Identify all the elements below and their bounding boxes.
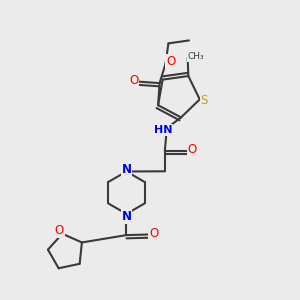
Text: S: S — [201, 94, 208, 107]
Text: O: O — [188, 143, 197, 156]
Text: HN: HN — [154, 125, 172, 135]
Text: O: O — [129, 74, 138, 87]
Text: N: N — [122, 210, 131, 223]
Text: CH₃: CH₃ — [188, 52, 204, 61]
Text: O: O — [55, 224, 64, 237]
Text: O: O — [166, 55, 176, 68]
Text: N: N — [122, 163, 131, 176]
Text: O: O — [149, 227, 158, 240]
